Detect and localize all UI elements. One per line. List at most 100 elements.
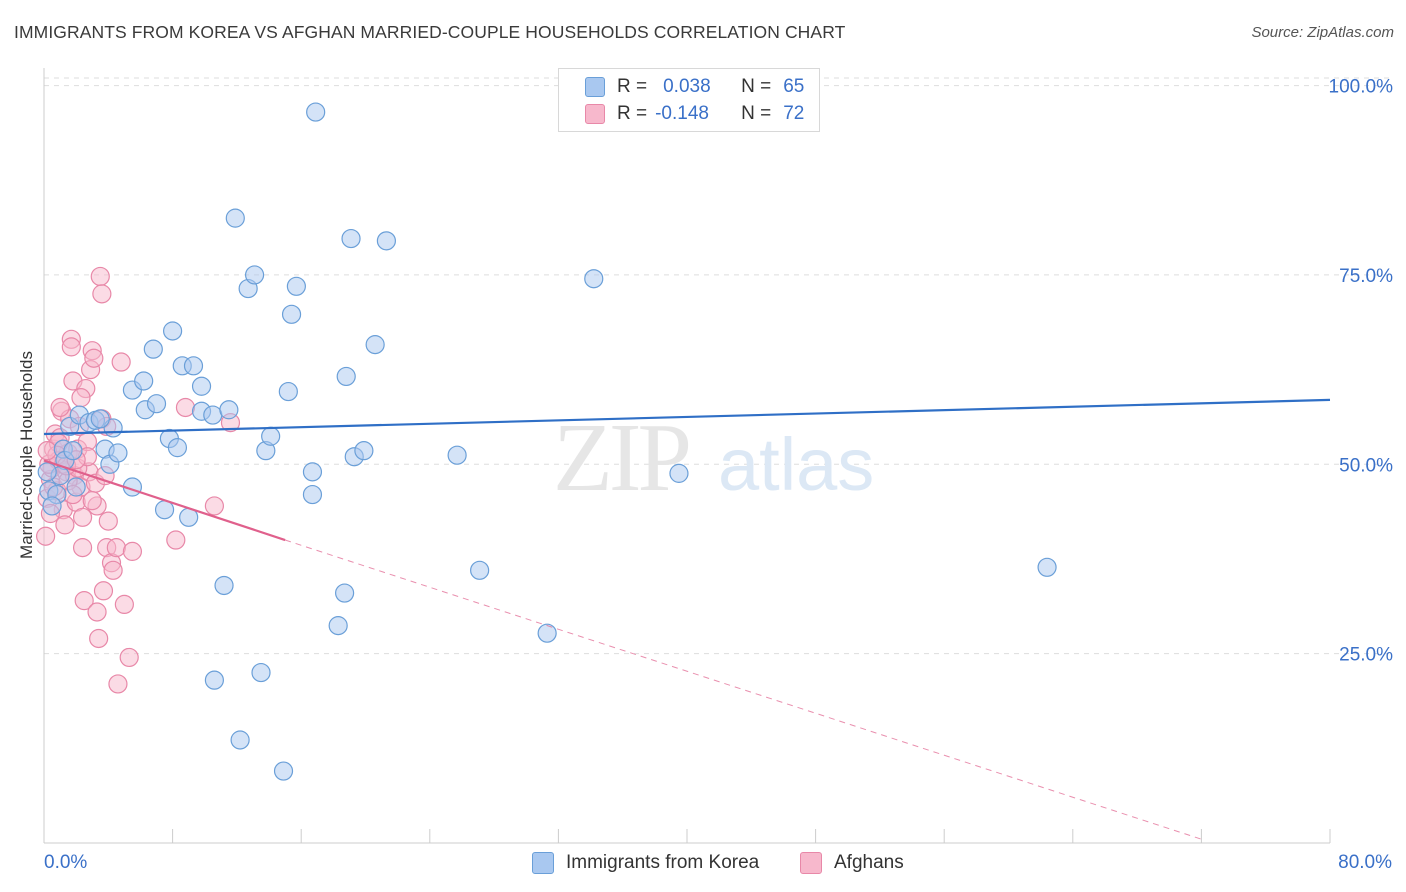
afghan-point-51 — [175, 397, 196, 418]
afghan-point-43 — [103, 560, 123, 580]
korea-point-47 — [341, 228, 361, 249]
korea-point-44 — [328, 616, 348, 636]
legend-korea-swatch — [532, 852, 554, 874]
korea-point-51 — [376, 231, 396, 251]
trend-lines — [43, 398, 1331, 840]
afghan-point-50 — [166, 530, 186, 550]
afghan-point-47 — [114, 594, 134, 615]
korea-point-58 — [42, 496, 62, 516]
legend-korea-label: Immigrants from Korea — [566, 852, 760, 873]
korea-point-19 — [163, 321, 183, 341]
legend-item-afghan: Afghans — [800, 852, 904, 874]
korea-point-29 — [219, 400, 239, 420]
afghan-point-34 — [87, 602, 107, 622]
korea-n-value: 65 — [783, 76, 805, 97]
legend-row-afghan: R = -0.148 N = 72 — [585, 102, 804, 126]
korea-point-31 — [230, 730, 250, 750]
afghan-point-37 — [92, 284, 112, 304]
afghan-point-38 — [93, 581, 114, 601]
afghan-r-value: -0.148 — [655, 103, 709, 124]
afghan-point-48 — [119, 647, 139, 668]
y-tick-labels: 25.0% 50.0% 75.0% 100.0% — [1329, 77, 1394, 666]
afghan-point-0 — [36, 526, 56, 546]
korea-point-24 — [191, 376, 212, 396]
korea-point-53 — [470, 560, 490, 580]
afghan-swatch — [585, 104, 605, 124]
korea-point-56 — [669, 463, 689, 483]
source-label: Source: ZipAtlas.com — [1251, 24, 1394, 41]
korea-point-61 — [90, 409, 110, 429]
afghan-trend-line — [43, 459, 286, 542]
chart-title: IMMIGRANTS FROM KOREA VS AFGHAN MARRIED-… — [14, 22, 846, 42]
korea-points — [37, 102, 1057, 781]
korea-point-38 — [278, 381, 298, 402]
korea-point-54 — [537, 623, 557, 643]
korea-point-42 — [302, 484, 323, 505]
afghan-point-11 — [55, 515, 75, 535]
afghan-point-66 — [71, 388, 91, 408]
korea-point-33 — [244, 265, 265, 285]
korea-swatch — [585, 77, 605, 97]
afghan-point-65 — [50, 397, 70, 418]
korea-point-30 — [225, 208, 245, 228]
korea-trend-line — [43, 398, 1331, 436]
korea-point-41 — [302, 462, 323, 482]
afghan-point-16 — [61, 337, 81, 357]
korea-r-label: R = — [617, 76, 648, 97]
y-tick-label-50: 50.0% — [1339, 455, 1393, 476]
afghan-point-23 — [72, 507, 93, 527]
korea-point-60 — [66, 477, 86, 497]
x-tick-max: 80.0% — [1338, 852, 1392, 873]
afghan-point-41 — [98, 511, 118, 531]
korea-point-57 — [1037, 557, 1057, 577]
watermark-zip: ZIP — [553, 404, 688, 512]
correlation-legend: R = 0.038 N = 65 R = -0.148 N = 72 — [558, 68, 820, 132]
korea-point-15 — [143, 339, 163, 359]
afghan-point-25 — [74, 591, 94, 611]
afghan-n-value: 72 — [783, 103, 805, 124]
x-tick-min: 0.0% — [44, 852, 88, 873]
korea-point-63 — [37, 462, 57, 482]
korea-point-36 — [261, 426, 281, 446]
afghan-point-45 — [108, 674, 128, 694]
afghan-point-71 — [37, 441, 57, 461]
korea-point-43 — [306, 102, 326, 122]
y-tick-label-100: 100.0% — [1329, 77, 1394, 98]
y-axis-title: Married-couple Households — [17, 351, 36, 559]
afghan-trend-extension — [284, 539, 1202, 840]
korea-point-49 — [354, 441, 374, 461]
korea-point-55 — [584, 269, 604, 289]
korea-point-23 — [183, 356, 204, 376]
korea-point-39 — [281, 304, 302, 324]
legend-item-korea: Immigrants from Korea — [532, 852, 759, 874]
korea-point-62 — [108, 443, 128, 463]
grid-lines — [44, 77, 1392, 655]
korea-point-34 — [251, 662, 271, 683]
series-legend: Immigrants from Korea Afghans — [0, 852, 1406, 878]
y-tick-label-25: 25.0% — [1339, 645, 1393, 666]
afghan-point-36 — [90, 266, 110, 287]
korea-point-50 — [365, 335, 385, 355]
korea-point-26 — [203, 405, 223, 425]
afghan-point-44 — [106, 538, 126, 558]
legend-afghan-swatch — [800, 852, 822, 874]
korea-point-20 — [167, 438, 188, 458]
korea-point-52 — [447, 445, 467, 465]
afghan-r-label: R = — [617, 103, 648, 124]
korea-point-27 — [204, 670, 224, 690]
watermark: ZIP atlas — [553, 404, 874, 512]
afghan-n-label: N = — [741, 103, 772, 124]
afghan-point-24 — [72, 538, 93, 558]
legend-row-korea: R = 0.038 N = 65 — [585, 75, 804, 99]
korea-point-28 — [214, 575, 234, 596]
korea-point-45 — [335, 583, 355, 603]
afghan-point-31 — [84, 348, 104, 368]
korea-point-40 — [286, 276, 306, 296]
watermark-atlas: atlas — [718, 423, 874, 506]
afghan-point-62 — [82, 491, 102, 511]
afghan-point-35 — [89, 628, 109, 649]
korea-point-37 — [273, 761, 294, 781]
afghan-point-46 — [111, 352, 131, 372]
y-tick-label-75: 75.0% — [1339, 266, 1393, 287]
